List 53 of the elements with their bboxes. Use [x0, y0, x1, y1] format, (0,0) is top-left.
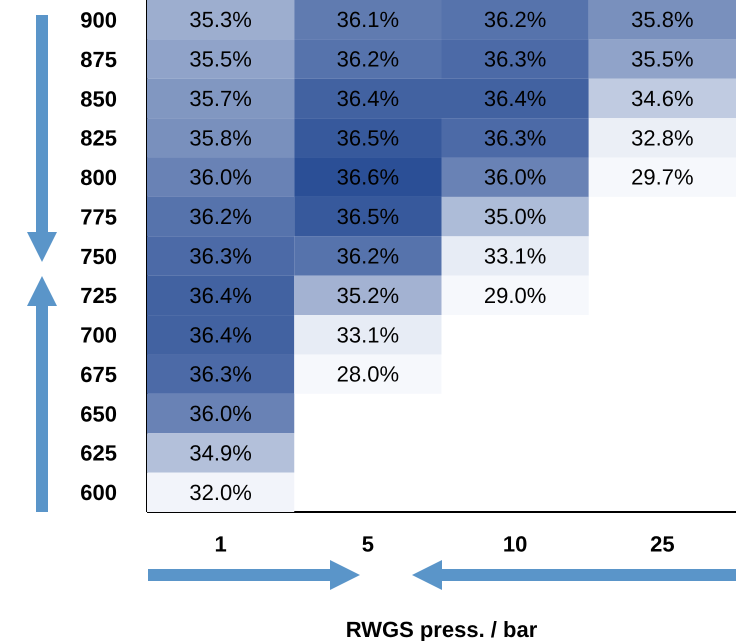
data-label: 36.2% [189, 204, 252, 230]
data-label: 36.0% [189, 401, 252, 426]
data-label: 36.0% [484, 164, 546, 190]
data-label: 35.7% [189, 86, 252, 111]
data-label: 35.8% [189, 125, 252, 150]
data-label: 36.2% [484, 7, 546, 32]
data-label: 35.2% [336, 282, 400, 308]
y-tick-label: 675 [80, 362, 117, 387]
data-label: 32.8% [631, 125, 694, 150]
data-label: 36.5% [336, 125, 400, 150]
data-label: 36.6% [336, 164, 400, 190]
data-label: 36.3% [189, 244, 252, 268]
data-label: 36.5% [336, 204, 400, 230]
data-label: 36.4% [189, 322, 252, 348]
data-label: 35.0% [484, 204, 546, 230]
y-tick-label: 875 [80, 46, 117, 72]
data-label: 36.3% [484, 125, 546, 150]
data-label: 36.4% [189, 282, 252, 308]
x-tick-label: 5 [362, 532, 374, 557]
y-tick-label: 625 [80, 440, 117, 466]
data-label: 29.7% [631, 164, 694, 190]
y-tick-label: 800 [80, 165, 117, 190]
data-label: 35.3% [189, 7, 252, 32]
data-label: 36.0% [189, 164, 252, 190]
data-label: 35.5% [189, 46, 252, 72]
y-tick-label: 900 [80, 8, 117, 32]
data-label: 35.5% [631, 46, 694, 72]
y-tick-label: 775 [80, 204, 117, 230]
y-tick-label: 725 [80, 283, 117, 308]
x-tick-label: 1 [214, 532, 227, 557]
y-tick-label: 600 [80, 480, 117, 506]
data-label: 36.3% [189, 362, 252, 387]
y-tick-label: 825 [80, 126, 117, 151]
data-label: 29.0% [484, 282, 546, 308]
data-label: 36.1% [336, 7, 400, 32]
data-label: 35.8% [631, 7, 694, 32]
y-tick-label: 850 [80, 86, 117, 112]
data-label: 28.0% [336, 362, 400, 387]
y-tick-label: 650 [80, 401, 117, 426]
data-label: 34.6% [631, 86, 694, 111]
data-label: 33.1% [484, 244, 546, 268]
data-label: 36.2% [336, 46, 400, 72]
data-label: 33.1% [336, 322, 400, 348]
data-label: 32.0% [189, 480, 252, 505]
x-tick-label: 10 [502, 532, 528, 557]
y-tick-label: 750 [80, 244, 117, 269]
data-label: 36.4% [336, 86, 400, 111]
data-label: 36.2% [336, 244, 400, 268]
x-tick-label: 25 [650, 532, 675, 557]
y-tick-label: 700 [80, 322, 117, 348]
data-label: 34.9% [189, 440, 252, 466]
data-label: 36.4% [484, 86, 546, 111]
data-label: 36.3% [484, 46, 546, 72]
